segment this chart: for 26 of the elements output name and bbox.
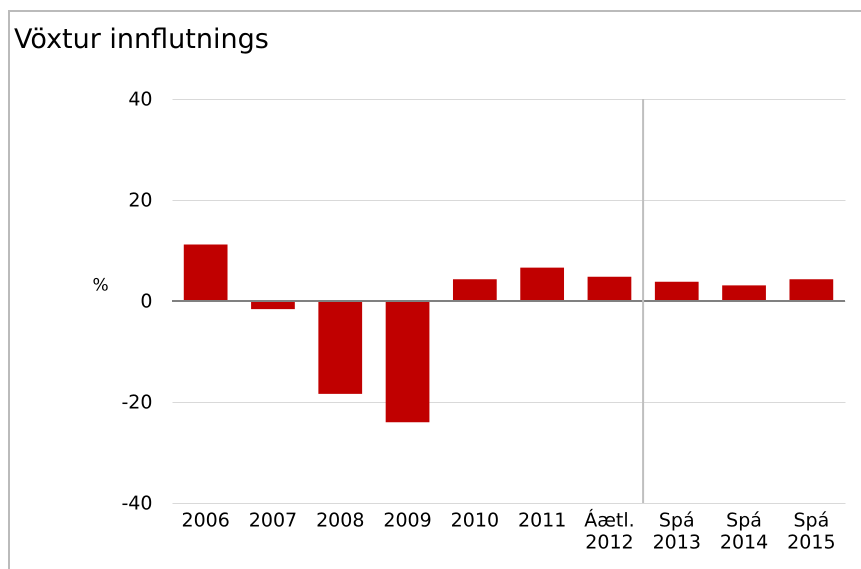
x-tick-label: 2009 [383,510,432,532]
x-tick-label: 2006 [181,510,230,532]
y-tick-label: -20 [121,392,152,414]
bar [184,244,228,301]
bar [722,285,766,301]
bar [452,279,497,301]
x-tick-label: 2008 [316,510,364,532]
bar [789,279,834,301]
x-tick-label: Spá 2013 [652,510,701,554]
bar [588,276,632,301]
y-tick-label: 0 [140,290,152,312]
bar [318,301,362,394]
bar [386,301,430,422]
bar [654,282,699,301]
y-tick-label: 40 [128,88,152,110]
chart-title: Vöxtur innflutnings [14,24,269,55]
bar [520,268,564,301]
x-tick-label: Spá 2014 [720,510,768,554]
y-tick-label: -40 [121,492,152,514]
x-tick-label: 2007 [248,510,298,532]
y-axis-title: % [92,276,109,296]
x-tick-label: Spá 2015 [787,510,836,554]
x-tick-label: 2011 [518,510,566,532]
x-tick-label: 2010 [450,510,500,532]
y-tick-label: 20 [128,190,152,212]
x-tick-label: Áætl. 2012 [584,508,635,554]
